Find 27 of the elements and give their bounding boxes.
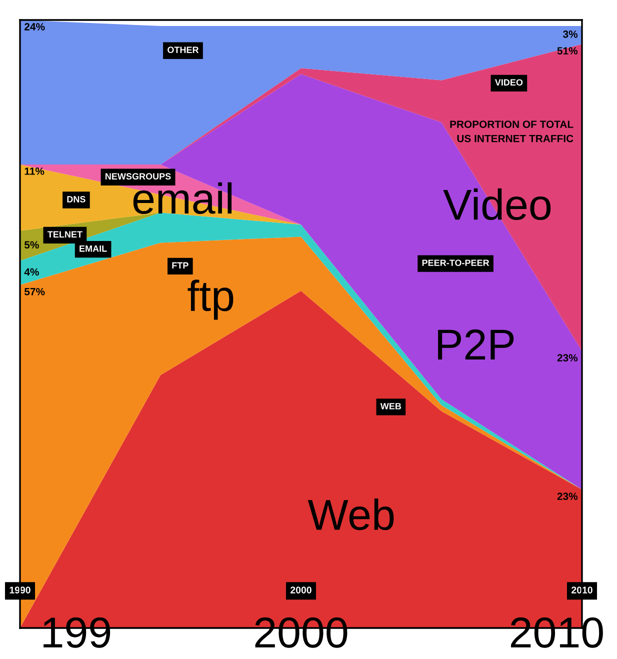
x-tick-label: 1990: [10, 586, 30, 594]
series-label: EMAIL: [80, 245, 107, 252]
data-label: 51%: [557, 47, 578, 55]
annotation: ftp: [188, 280, 234, 320]
series-label: FTP: [172, 262, 188, 269]
series-label: TELNET: [48, 231, 82, 238]
text: PROPORTION OF TOTAL US INTERNET TRAFFIC: [450, 120, 574, 142]
data-label: 4%: [24, 268, 39, 276]
annotation: Video: [443, 188, 551, 220]
series-label: PEER-TO-PEER: [422, 260, 490, 266]
series-label: NEWSGROUPS: [106, 173, 171, 180]
annotation: P2P: [438, 329, 514, 360]
series-label: VIDEO: [494, 79, 523, 86]
data-label: 24%: [24, 23, 45, 30]
series-label: WEB: [380, 403, 402, 410]
data-label: 23%: [557, 354, 578, 362]
x-tick-label: 2000: [290, 586, 312, 594]
data-label: 5%: [24, 241, 39, 249]
series-label: DNS: [67, 196, 86, 202]
x-tick-label: 2010: [572, 586, 592, 594]
series-label: OTHER: [168, 46, 199, 54]
data-label: 23%: [557, 492, 578, 500]
data-label: 57%: [24, 288, 45, 296]
annotation: email: [133, 182, 232, 214]
annotation: Web: [308, 498, 394, 530]
data-label: 3%: [563, 30, 578, 38]
data-label: 11%: [24, 168, 44, 175]
